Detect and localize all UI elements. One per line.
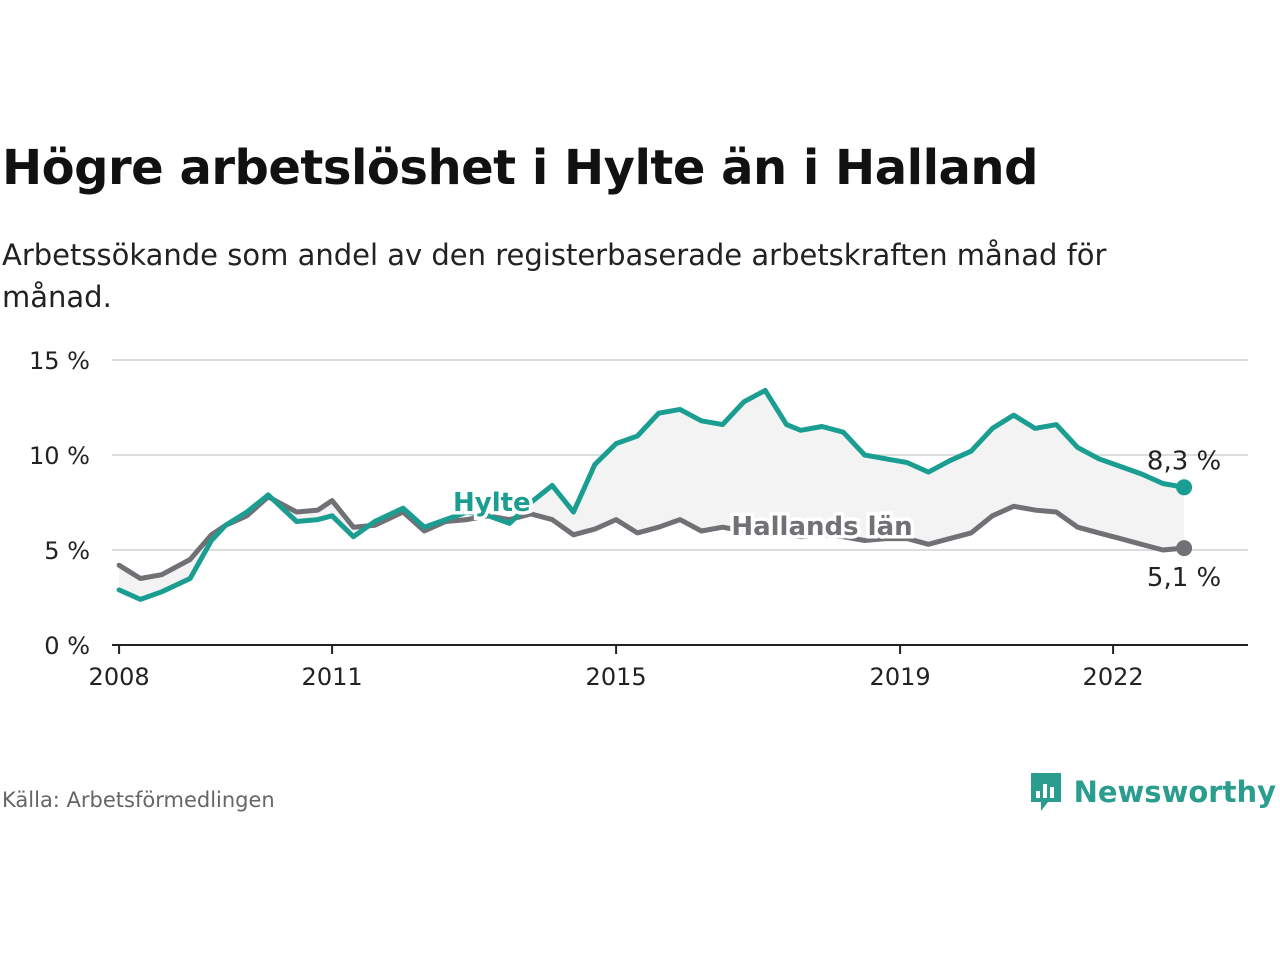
x-tick-label: 2015 [586, 663, 647, 691]
series-line-halland [116, 494, 1187, 581]
y-tick-label: 10 % [29, 442, 90, 470]
series-line-hylte [116, 387, 1187, 602]
end-label-halland: 5,1 % [1147, 563, 1221, 593]
y-tick-label: 5 % [44, 537, 90, 565]
series-labels: Hylte Hallands län 8,3 % 5,1 % [450, 446, 1222, 593]
brand-name: Newsworthy [1073, 775, 1276, 809]
newsworthy-logo-icon [1030, 773, 1061, 811]
newsworthy-brand[interactable]: Newsworthy [1028, 770, 1276, 814]
line-chart: 0 % 5 % 10 % 15 % 2008 2011 2015 2019 2022 Hylt… [29, 347, 1248, 691]
x-tick-label: 2011 [302, 663, 363, 691]
x-tick-label: 2008 [89, 663, 150, 691]
end-point-hylte [1176, 479, 1193, 496]
grid-lines: 0 % 5 % 10 % 15 % [29, 347, 1248, 660]
y-tick-label: 15 % [29, 347, 90, 375]
chart-subtitle: Arbetssökande som andel av den registerb… [2, 238, 1107, 314]
chart-title: Högre arbetslöshet i Hylte än i Halland [2, 140, 1038, 196]
source-note: Källa: Arbetsförmedlingen [2, 788, 275, 812]
difference-area [119, 390, 1185, 600]
x-tick-label: 2019 [870, 663, 931, 691]
series-label-halland: Hallands län [731, 512, 912, 542]
y-tick-label: 0 % [44, 632, 90, 660]
end-label-hylte: 8,3 % [1147, 446, 1221, 476]
x-tick-label: 2022 [1083, 663, 1144, 691]
end-point-halland [1176, 540, 1193, 557]
series-lines [116, 387, 1193, 602]
axes: 2008 2011 2015 2019 2022 [89, 644, 1248, 691]
series-label-hylte: Hylte [453, 488, 531, 518]
